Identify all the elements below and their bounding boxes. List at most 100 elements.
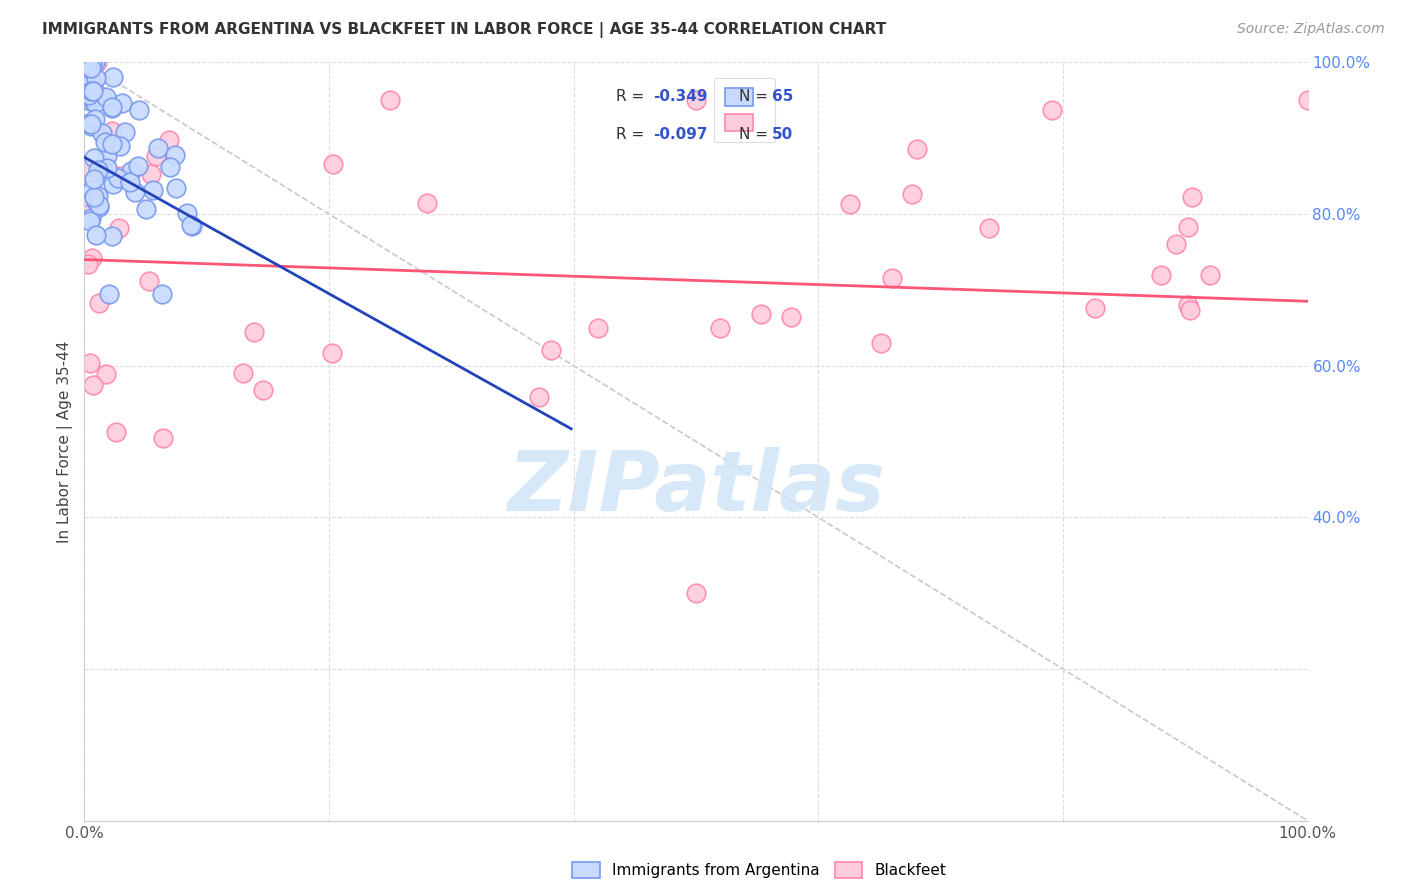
Point (1177, 298, 1199, 312)
Point (91, 164, 114, 178)
Point (127, 159, 149, 173)
Point (176, 206, 198, 220)
Text: R =: R = (616, 127, 650, 142)
Point (101, 137, 124, 152)
Point (82, 84, 104, 98)
Point (97, 287, 120, 301)
Point (86, 227, 108, 242)
Point (84, 112, 107, 126)
Point (380, 94, 402, 108)
Point (124, 186, 146, 200)
Text: 50: 50 (772, 127, 793, 142)
Point (101, 100, 124, 114)
Point (84, 70, 107, 85)
Point (83, 95, 105, 110)
Point (80, 84, 103, 98)
Point (242, 326, 264, 340)
Point (79, 117, 101, 131)
Point (1296, 94, 1319, 108)
Point (73, 55, 96, 70)
Y-axis label: In Labor Force | Age 35-44: In Labor Force | Age 35-44 (58, 341, 73, 542)
Point (165, 181, 187, 195)
Text: R =: R = (616, 89, 650, 104)
Point (73, 161, 96, 175)
Point (89, 197, 111, 211)
Point (1177, 220, 1199, 235)
Point (96, 89, 118, 103)
Text: IMMIGRANTS FROM ARGENTINA VS BLACKFEET IN LABOR FORCE | AGE 35-44 CORRELATION CH: IMMIGRANTS FROM ARGENTINA VS BLACKFEET I… (42, 22, 886, 38)
Point (86, 55, 108, 70)
Point (779, 310, 801, 324)
Legend: , : , (714, 78, 776, 142)
Point (159, 161, 181, 175)
Point (111, 96, 134, 111)
Point (101, 228, 124, 243)
Point (180, 219, 202, 234)
Point (901, 187, 924, 202)
Point (96, 149, 118, 163)
Point (103, 70, 125, 84)
Point (322, 157, 344, 171)
Point (141, 167, 163, 181)
Point (180, 219, 202, 233)
Point (142, 183, 165, 197)
Point (75, 68, 97, 82)
Point (105, 425, 128, 439)
Point (709, 320, 731, 334)
Point (540, 343, 562, 358)
Point (685, 94, 707, 108)
Point (905, 141, 928, 155)
Point (83, 172, 105, 186)
Point (108, 220, 131, 235)
Point (150, 287, 173, 301)
Point (89, 295, 111, 310)
Point (79, 120, 101, 134)
Point (135, 202, 157, 217)
Point (87, 162, 110, 177)
Point (138, 274, 160, 288)
Point (152, 431, 174, 445)
Point (1040, 103, 1063, 118)
Point (80, 184, 103, 198)
Point (145, 149, 167, 163)
Text: 65: 65 (772, 89, 793, 104)
Point (108, 139, 131, 153)
Point (87, 200, 110, 214)
Point (83, 151, 105, 165)
Point (165, 148, 187, 162)
Point (120, 163, 142, 178)
Point (87, 188, 110, 202)
Point (1150, 268, 1173, 282)
Point (100, 124, 122, 138)
Point (79, 356, 101, 370)
Point (1181, 190, 1204, 204)
Point (118, 175, 141, 189)
Point (82, 377, 104, 392)
Point (415, 196, 437, 211)
Point (529, 390, 551, 404)
Point (870, 336, 893, 351)
Text: N =: N = (738, 127, 773, 142)
Text: Source: ZipAtlas.com: Source: ZipAtlas.com (1237, 22, 1385, 37)
Point (90, 90, 112, 104)
Text: -0.349: -0.349 (654, 89, 707, 104)
Point (839, 197, 862, 211)
Legend: Immigrants from Argentina, Blackfeet: Immigrants from Argentina, Blackfeet (567, 856, 952, 884)
Point (91, 126, 114, 140)
Point (1166, 236, 1188, 251)
Point (114, 125, 136, 139)
Point (79, 87, 101, 101)
Point (79, 91, 101, 105)
Point (82, 75, 104, 89)
Point (96, 368, 118, 382)
Point (83, 83, 105, 97)
Point (880, 271, 903, 285)
Point (82, 56, 104, 70)
Point (749, 307, 772, 321)
Point (77, 207, 100, 221)
Point (321, 345, 343, 359)
Point (77, 116, 100, 130)
Text: -0.097: -0.097 (654, 127, 707, 142)
Point (77, 61, 100, 75)
Point (110, 169, 132, 183)
